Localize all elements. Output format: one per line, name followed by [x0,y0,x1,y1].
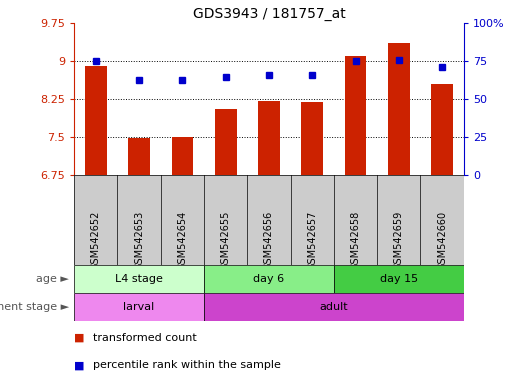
Bar [258,101,280,175]
Text: age ►: age ► [36,274,69,284]
Text: day 6: day 6 [253,274,285,284]
Text: L4 stage: L4 stage [115,274,163,284]
Text: transformed count: transformed count [93,333,197,343]
Bar [74,265,204,293]
Text: day 15: day 15 [380,274,418,284]
Bar [215,109,236,175]
Bar [302,102,323,175]
Bar [344,56,366,175]
Text: percentile rank within the sample: percentile rank within the sample [93,360,280,370]
Title: GDS3943 / 181757_at: GDS3943 / 181757_at [192,7,346,21]
Bar [128,138,150,175]
Bar [172,137,193,175]
Text: adult: adult [320,302,348,312]
Bar [85,66,107,175]
Bar [431,84,453,175]
Text: ■: ■ [74,360,85,370]
Bar [74,293,204,321]
Bar [334,265,464,293]
Bar [388,43,410,175]
Bar [204,265,334,293]
Text: ■: ■ [74,333,85,343]
Text: development stage ►: development stage ► [0,302,69,312]
Text: larval: larval [123,302,155,312]
Bar [204,293,464,321]
